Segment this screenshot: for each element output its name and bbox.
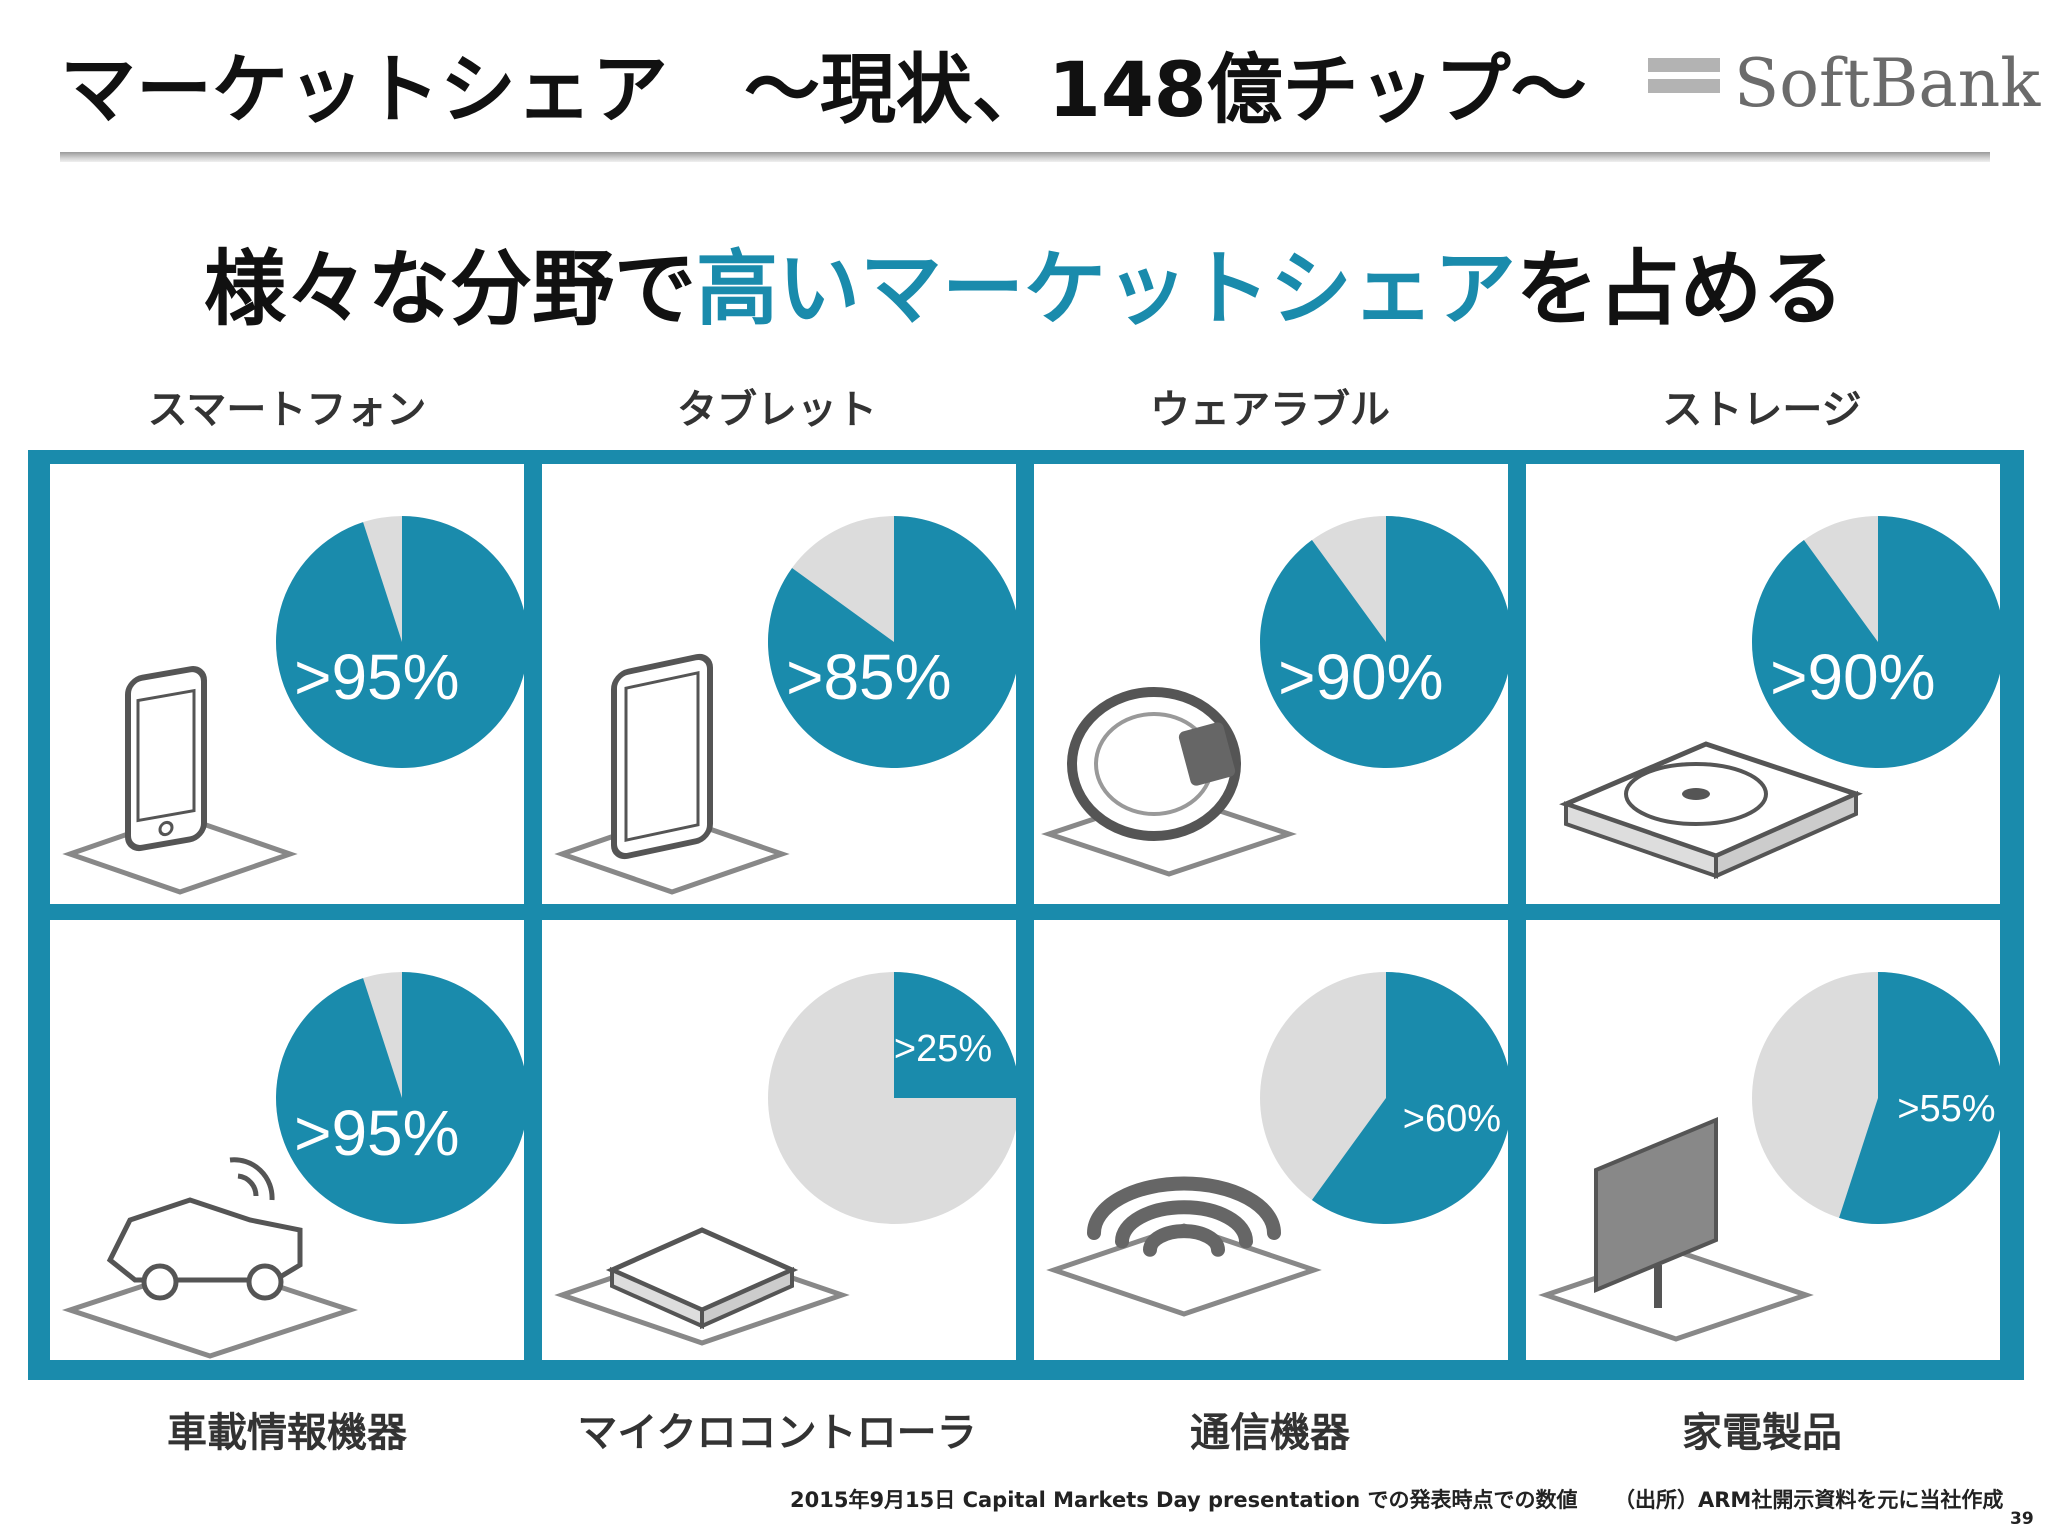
microcontroller-chip-icon — [554, 1227, 850, 1346]
pie-share-slice — [1752, 516, 2000, 768]
pie-storage — [1559, 516, 2000, 880]
softbank-logo: SoftBank — [1648, 46, 2040, 122]
footnote-left: 2015年9月15日 Capital Markets Day presentat… — [790, 1488, 1578, 1512]
pie-tablet — [554, 516, 1016, 895]
pie-share-slice — [894, 972, 1016, 1098]
footnote-source: （出所）ARM社開示資料を元に当社作成 — [1614, 1488, 2004, 1512]
category-label-home-appliance: 家電製品 — [1682, 1410, 1842, 1456]
pie-data-label: >95% — [294, 640, 460, 713]
wearable-band-icon — [1041, 687, 1297, 877]
cell-tablet: >85% — [542, 464, 1016, 904]
category-label-wearable: ウェアラブル — [1150, 387, 1390, 433]
pie-share-slice — [1839, 972, 2000, 1224]
pie-share-slice — [276, 972, 524, 1224]
pie-share-slice — [1311, 972, 1508, 1224]
pie-data-label: >55% — [1897, 1087, 1996, 1130]
cell-storage: >90% — [1526, 464, 2000, 904]
monitor-icon — [1538, 1117, 1814, 1342]
subtitle-part1: 様々な分野で — [203, 242, 696, 337]
category-label-tablet: タブレット — [677, 387, 877, 433]
category-label-car: 車載情報機器 — [167, 1410, 407, 1456]
car-icon — [61, 1157, 359, 1359]
pie-data-label: >25% — [893, 1027, 993, 1070]
pie-wearable — [1041, 516, 1508, 877]
category-label-storage: ストレージ — [1662, 387, 1862, 433]
pie-data-label: >60% — [1402, 1098, 1502, 1141]
page-number: 39 — [2010, 1509, 2034, 1529]
pie-data-label: >95% — [294, 1096, 460, 1169]
wifi-icon — [1046, 1176, 1322, 1317]
pie-share-slice — [1260, 516, 1508, 768]
category-label-smartphone: スマートフォン — [147, 387, 427, 433]
slide-subtitle: 様々な分野で高いマーケットシェアを占める — [0, 240, 2048, 340]
pie-data-label: >90% — [1278, 640, 1444, 713]
subtitle-accent: 高いマーケットシェア — [695, 242, 1516, 337]
market-share-grid: >95% >85% >90% >90% >95% >25% >60% >55% — [28, 450, 2024, 1380]
tablet-icon — [554, 653, 790, 895]
category-label-microcontroller: マイクロコントローラ — [577, 1410, 977, 1456]
cell-microcontroller: >25% — [542, 920, 1016, 1360]
pie-network — [1046, 972, 1508, 1317]
pie-home-appliance — [1538, 972, 2000, 1342]
subtitle-part2: を占める — [1516, 242, 1845, 337]
cell-network: >60% — [1034, 920, 1508, 1360]
page-title: マーケットシェア ～現状、148億チップ～ — [60, 45, 1587, 134]
cell-smartphone: >95% — [50, 464, 524, 904]
smartphone-icon — [62, 666, 298, 895]
cell-home-appliance: >55% — [1526, 920, 2000, 1360]
hard-disk-icon — [1559, 741, 1863, 880]
pie-car — [61, 972, 524, 1359]
category-label-network: 通信機器 — [1190, 1410, 1350, 1456]
cell-wearable: >90% — [1034, 464, 1508, 904]
cell-car: >95% — [50, 920, 524, 1360]
pie-microcontroller — [554, 972, 1016, 1346]
pie-data-label: >90% — [1770, 640, 1936, 713]
logo-bars-icon — [1648, 58, 1720, 114]
logo-text: SoftBank — [1734, 45, 2041, 122]
pie-smartphone — [62, 516, 524, 895]
pie-data-label: >85% — [786, 640, 952, 713]
header-divider — [60, 152, 1990, 162]
pie-share-slice — [768, 516, 1016, 768]
pie-share-slice — [276, 516, 524, 768]
